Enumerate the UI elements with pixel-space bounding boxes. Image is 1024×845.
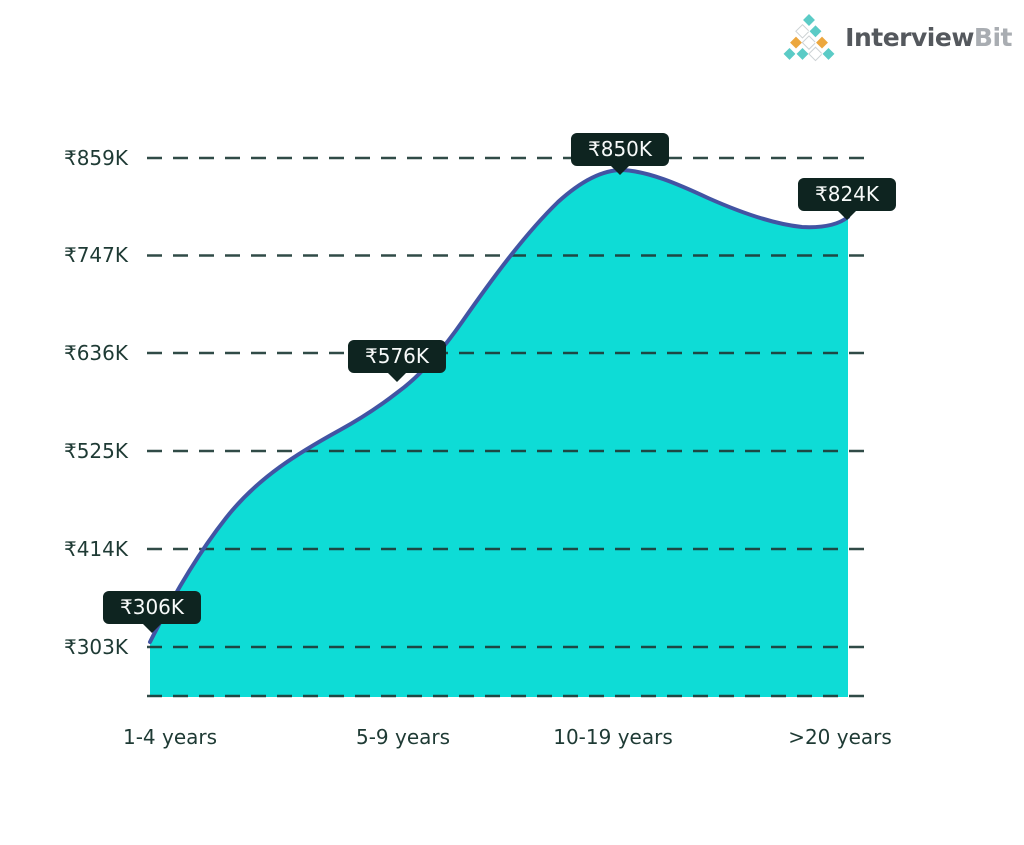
x-tick-1-4-years: 1-4 years [122,725,218,749]
x-tick-5-9-years: 5-9 years [355,725,451,749]
y-tick-636k: ₹636K [63,341,128,365]
interviewbit-wordmark: InterviewBit [845,23,1012,52]
series-line [148,167,850,644]
y-tick-859k: ₹859K [63,146,128,170]
y-tick-303k: ₹303K [63,635,128,659]
interviewbit-logo: InterviewBit [780,12,1013,62]
area-fill [150,170,848,697]
logo-text-secondary: Bit [973,22,1013,52]
point-label-306k: ₹306K [102,591,202,624]
interviewbit-logo-icon [782,12,837,62]
x-tick-20plus-years: >20 years [788,725,892,749]
y-tick-414k: ₹414K [63,537,128,561]
gridlines [147,156,866,698]
y-tick-525k: ₹525K [63,439,128,463]
point-label-850k: ₹850K [570,133,670,166]
x-tick-10-19-years: 10-19 years [553,725,673,749]
point-label-576k: ₹576K [347,340,447,373]
point-label-824k: ₹824K [797,178,897,211]
y-tick-747k: ₹747K [63,243,128,267]
logo-text-primary: Interview [845,22,974,52]
